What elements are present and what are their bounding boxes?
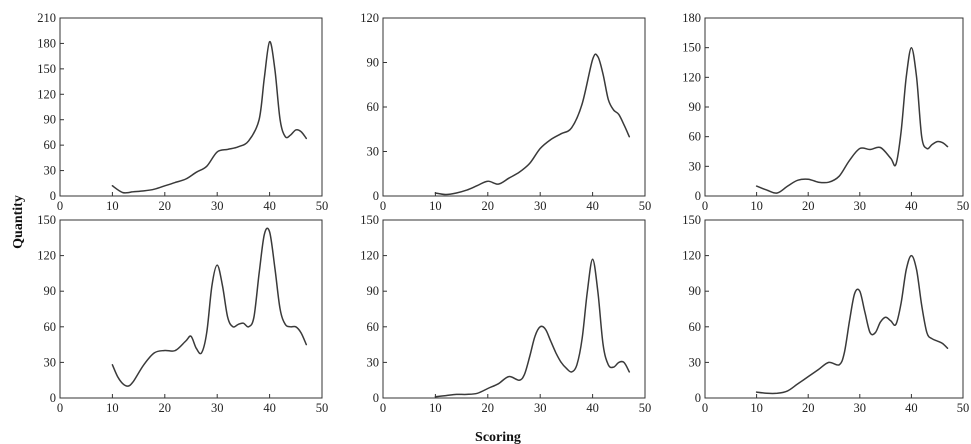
x-tick-label: 40 [586, 199, 599, 213]
y-tick-label: 60 [367, 320, 380, 334]
chart-panel-1: 0 10 20 30 40 50 0 30 60 90 120 150 180 210 [37, 11, 328, 213]
y-tick-label: 30 [367, 355, 380, 369]
y-tick-label: 180 [37, 36, 56, 50]
plot-frame [704, 219, 964, 399]
x-tick-label: 20 [482, 199, 495, 213]
x-tick-label: 30 [211, 199, 224, 213]
y-axis-title: Quantity [11, 195, 26, 249]
y-tick-label: 150 [37, 213, 56, 227]
x-tick-label: 50 [639, 199, 652, 213]
y-tick-label: 120 [37, 87, 56, 101]
series-line [755, 46, 949, 194]
x-tick-label: 0 [57, 401, 63, 415]
x-tick-label: 20 [159, 401, 172, 415]
x-tick-label: 50 [316, 199, 329, 213]
x-tick-label: 40 [905, 401, 918, 415]
y-tick-label: 90 [689, 284, 702, 298]
x-tick-label: 10 [429, 401, 442, 415]
y-tick-label: 150 [682, 213, 701, 227]
chart-panel-4: 0 10 20 30 40 50 0 30 60 90 120 150 [37, 213, 328, 415]
y-tick-label: 60 [689, 320, 702, 334]
x-tick-label: 0 [380, 401, 386, 415]
chart-panel-2: 0 10 20 30 40 50 0 30 60 90 120 [360, 11, 651, 213]
y-tick-label: 120 [37, 249, 56, 263]
y-tick-label: 30 [367, 145, 380, 159]
x-tick-label: 20 [802, 401, 815, 415]
y-tick-label: 60 [44, 138, 57, 152]
y-tick-label: 0 [695, 391, 701, 405]
series-line [755, 254, 949, 395]
y-tick-label: 0 [50, 189, 56, 203]
plot-frame [382, 219, 646, 399]
series-line [111, 40, 308, 194]
x-tick-label: 10 [750, 401, 763, 415]
plot-frame [59, 219, 323, 399]
panels-container: 0 10 20 30 40 50 0 30 60 90 120 150 180 210 0 10 20 30 40 5… [37, 11, 969, 415]
x-tick-label: 10 [106, 401, 119, 415]
y-tick-label: 150 [360, 213, 379, 227]
chart-panel-3: 0 10 20 30 40 50 0 30 60 90 120 150 180 [682, 11, 969, 213]
x-tick-label: 0 [702, 401, 708, 415]
x-tick-label: 40 [263, 401, 276, 415]
y-tick-label: 30 [44, 355, 57, 369]
x-tick-label: 20 [802, 199, 815, 213]
y-tick-label: 90 [367, 56, 380, 70]
y-tick-label: 30 [689, 355, 702, 369]
x-tick-label: 40 [905, 199, 918, 213]
plot-frame [704, 17, 964, 197]
y-tick-label: 120 [360, 11, 379, 25]
y-tick-label: 120 [682, 70, 701, 84]
x-tick-label: 30 [534, 401, 547, 415]
x-tick-label: 30 [854, 199, 867, 213]
y-tick-label: 0 [373, 189, 379, 203]
x-tick-label: 30 [854, 401, 867, 415]
series-line [434, 258, 631, 398]
y-tick-label: 210 [37, 11, 56, 25]
y-tick-label: 0 [50, 391, 56, 405]
x-tick-label: 50 [957, 199, 970, 213]
x-tick-label: 40 [586, 401, 599, 415]
y-tick-label: 120 [682, 249, 701, 263]
series-line [434, 53, 631, 196]
x-tick-label: 0 [57, 199, 63, 213]
y-tick-label: 120 [360, 249, 379, 263]
plot-frame [59, 17, 323, 197]
y-tick-label: 150 [682, 41, 701, 55]
x-tick-label: 50 [957, 401, 970, 415]
y-tick-label: 30 [689, 159, 702, 173]
y-tick-label: 0 [373, 391, 379, 405]
x-axis-title: Scoring [475, 430, 521, 444]
y-tick-label: 180 [682, 11, 701, 25]
y-tick-label: 60 [367, 100, 380, 114]
y-tick-label: 90 [44, 284, 57, 298]
x-tick-label: 0 [380, 199, 386, 213]
x-tick-label: 0 [702, 199, 708, 213]
x-tick-label: 30 [211, 401, 224, 415]
y-tick-label: 0 [695, 189, 701, 203]
x-tick-label: 10 [750, 199, 763, 213]
x-tick-label: 40 [263, 199, 276, 213]
x-tick-label: 50 [316, 401, 329, 415]
y-tick-label: 90 [689, 100, 702, 114]
x-tick-label: 10 [106, 199, 119, 213]
y-tick-label: 30 [44, 164, 57, 178]
x-tick-label: 20 [482, 401, 495, 415]
y-tick-label: 90 [367, 284, 380, 298]
y-tick-label: 90 [44, 113, 57, 127]
series-line [111, 227, 308, 387]
y-tick-label: 150 [37, 62, 56, 76]
x-tick-label: 30 [534, 199, 547, 213]
x-tick-label: 50 [639, 401, 652, 415]
x-tick-label: 10 [429, 199, 442, 213]
plot-frame [382, 17, 646, 197]
chart-panel-5: 0 10 20 30 40 50 0 30 60 90 120 150 [360, 213, 651, 415]
chart-panel-6: 0 10 20 30 40 50 0 30 60 90 120 150 [682, 213, 969, 415]
y-tick-label: 60 [44, 320, 57, 334]
y-tick-label: 60 [689, 130, 702, 144]
x-tick-label: 20 [159, 199, 172, 213]
